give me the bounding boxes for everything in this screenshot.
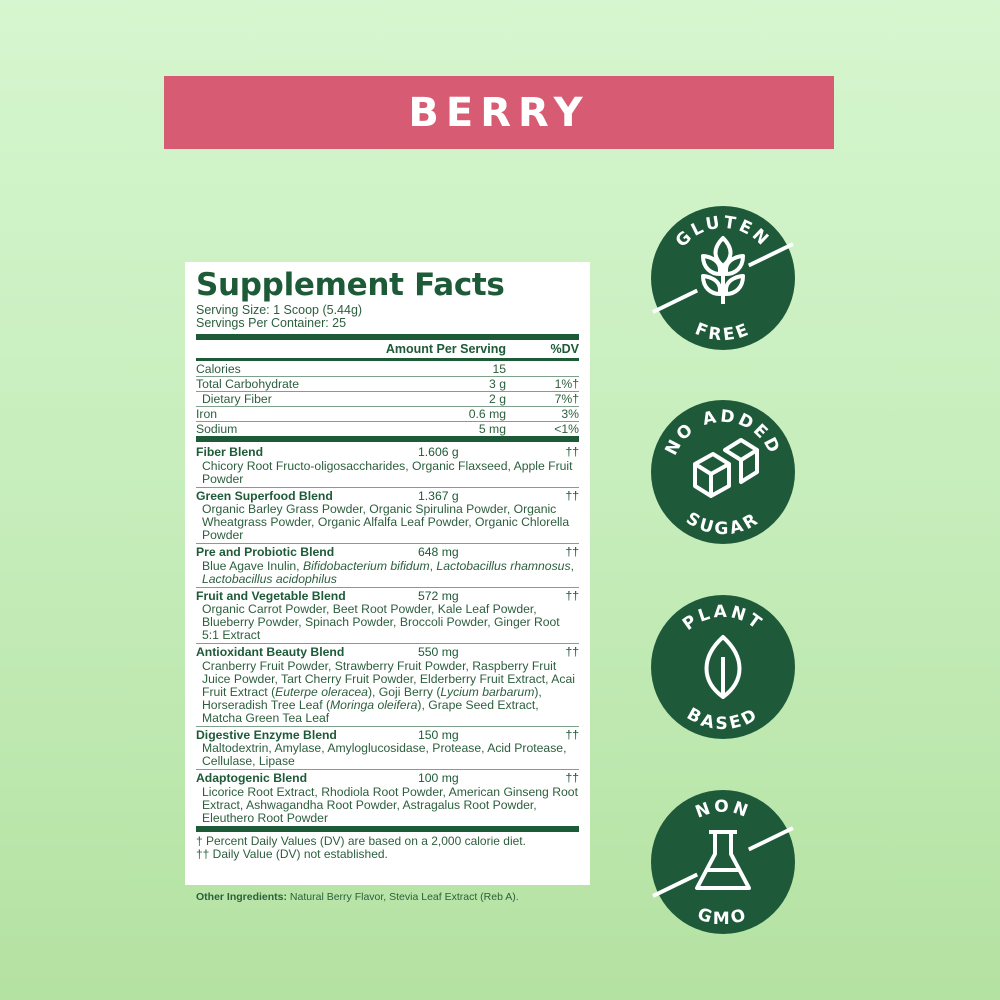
nutrient-row: Iron 0.6 mg 3% <box>196 407 579 422</box>
blend-amount: 550 mg <box>418 645 459 659</box>
divider <box>196 825 579 832</box>
divider <box>196 358 579 361</box>
blend-name: Adaptogenic Blend <box>196 771 308 785</box>
nutrient-amount: 2 g <box>489 392 506 406</box>
header-amount: Amount Per Serving <box>385 342 506 356</box>
nutrient-name: Total Carbohydrate <box>196 377 299 391</box>
nutrient-name: Sodium <box>196 422 238 436</box>
blend-dv: †† <box>565 771 579 785</box>
facts-title: Supplement Facts <box>196 267 505 303</box>
servings-per-container: Servings Per Container: 25 <box>196 316 347 330</box>
blend-row: Antioxidant Beauty Blend 550 mg †† Cranberr… <box>196 644 579 727</box>
nutrient-name: Calories <box>196 362 241 376</box>
nutrient-amount: 0.6 mg <box>468 407 506 421</box>
badge-sugar-cubes: NO ADDED SUGAR <box>650 399 796 545</box>
blend-dv: †† <box>565 445 579 459</box>
nutrient-amount: 5 mg <box>478 422 506 436</box>
blend-row: Green Superfood Blend 1.367 g †† Organic Ba… <box>196 488 579 544</box>
blend-row: Fiber Blend 1.606 g †† Chicory Root Fructo-… <box>196 444 579 488</box>
serving-size: Serving Size: 1 Scoop (5.44g) <box>196 303 363 317</box>
blend-dv: †† <box>565 545 579 559</box>
blend-ingredients: Licorice Root Extract, Rhodiola Root Pow… <box>202 784 578 825</box>
blend-row: Digestive Enzyme Blend 150 mg †† Maltodextr… <box>196 727 579 770</box>
nutrient-row: Sodium 5 mg <1% <box>196 422 579 436</box>
leaf-icon <box>704 635 742 699</box>
blend-amount: 100 mg <box>418 771 459 785</box>
other-ingredients-text: Natural Berry Flavor, Stevia Leaf Extrac… <box>287 891 519 903</box>
nutrient-dv: 3% <box>561 407 579 421</box>
blend-name: Fiber Blend <box>196 445 264 459</box>
flavor-name: BERRY <box>408 89 590 136</box>
nutrient-row: Dietary Fiber 2 g 7%† <box>196 392 579 407</box>
blend-ingredients: Organic Carrot Powder, Beet Root Powder,… <box>202 602 560 642</box>
blend-dv: †† <box>565 645 579 659</box>
blend-name: Green Superfood Blend <box>196 488 333 503</box>
blend-dv: †† <box>565 488 579 503</box>
blend-name: Digestive Enzyme Blend <box>196 727 337 742</box>
blend-ingredients: Maltodextrin, Amylase, Amyloglucosidase,… <box>202 741 567 768</box>
blend-dv: †† <box>565 588 579 603</box>
badge-leaf: PLANT BASED <box>650 594 796 740</box>
blend-amount: 1.367 g <box>418 488 459 503</box>
nutrient-name: Dietary Fiber <box>202 392 272 406</box>
nutrient-name: Iron <box>196 407 218 421</box>
nutrient-dv <box>506 362 579 376</box>
badge-flask: NON GMO <box>650 789 796 935</box>
blend-row: Fruit and Vegetable Blend 572 mg †† Organic… <box>196 588 579 644</box>
nutrient-amount: 15 <box>492 362 506 376</box>
supplement-facts-panel: Supplement Facts Serving Size: 1 Scoop (… <box>185 262 590 885</box>
blend-row: Pre and Probiotic Blend 648 mg †† Blue Agav… <box>196 544 579 588</box>
blend-amount: 150 mg <box>418 727 459 742</box>
footnote-dv: † Percent Daily Values (DV) are based on… <box>196 833 526 848</box>
blend-name: Fruit and Vegetable Blend <box>196 588 346 603</box>
sugar-cubes-icon <box>693 438 759 498</box>
nutrient-amount: 3 g <box>489 377 506 391</box>
nutrient-row: Total Carbohydrate 3 g 1%† <box>196 377 579 392</box>
blend-ingredients: Chicory Root Fructo-oligosaccharides, Or… <box>202 458 573 486</box>
divider <box>196 334 579 340</box>
divider <box>196 436 579 442</box>
flavor-banner: BERRY <box>164 76 834 149</box>
nutrient-row: Calories 15 <box>196 362 579 377</box>
blend-name: Pre and Probiotic Blend <box>196 545 335 559</box>
flask-icon <box>695 830 751 890</box>
nutrient-dv: 7%† <box>554 392 579 406</box>
wheat-icon <box>701 236 745 304</box>
blend-row: Adaptogenic Blend 100 mg †† Licorice Root E… <box>196 770 579 826</box>
footnote-not-established: †† Daily Value (DV) not established. <box>196 846 388 861</box>
blend-amount: 572 mg <box>418 588 459 603</box>
badge-wheat: GLUTEN FREE <box>650 205 796 351</box>
blend-dv: †† <box>565 727 579 742</box>
badge-circle <box>651 400 795 544</box>
blend-ingredients: Organic Barley Grass Powder, Organic Spi… <box>202 502 570 542</box>
blend-name: Antioxidant Beauty Blend <box>196 645 345 659</box>
table-header: Amount Per Serving %DV <box>196 342 579 357</box>
other-ingredients: Other Ingredients: Natural Berry Flavor,… <box>196 891 566 903</box>
blend-ingredients: Cranberry Fruit Powder, Strawberry Fruit… <box>202 658 575 725</box>
nutrient-dv: 1%† <box>554 377 579 391</box>
blend-ingredients: Blue Agave Inulin, Bifidobacterium bifid… <box>202 558 574 586</box>
nutrient-dv: <1% <box>554 422 579 436</box>
blend-amount: 1.606 g <box>418 445 459 459</box>
header-dv: %DV <box>550 342 579 356</box>
other-ingredients-label: Other Ingredients: <box>196 891 288 903</box>
blend-amount: 648 mg <box>418 545 459 559</box>
